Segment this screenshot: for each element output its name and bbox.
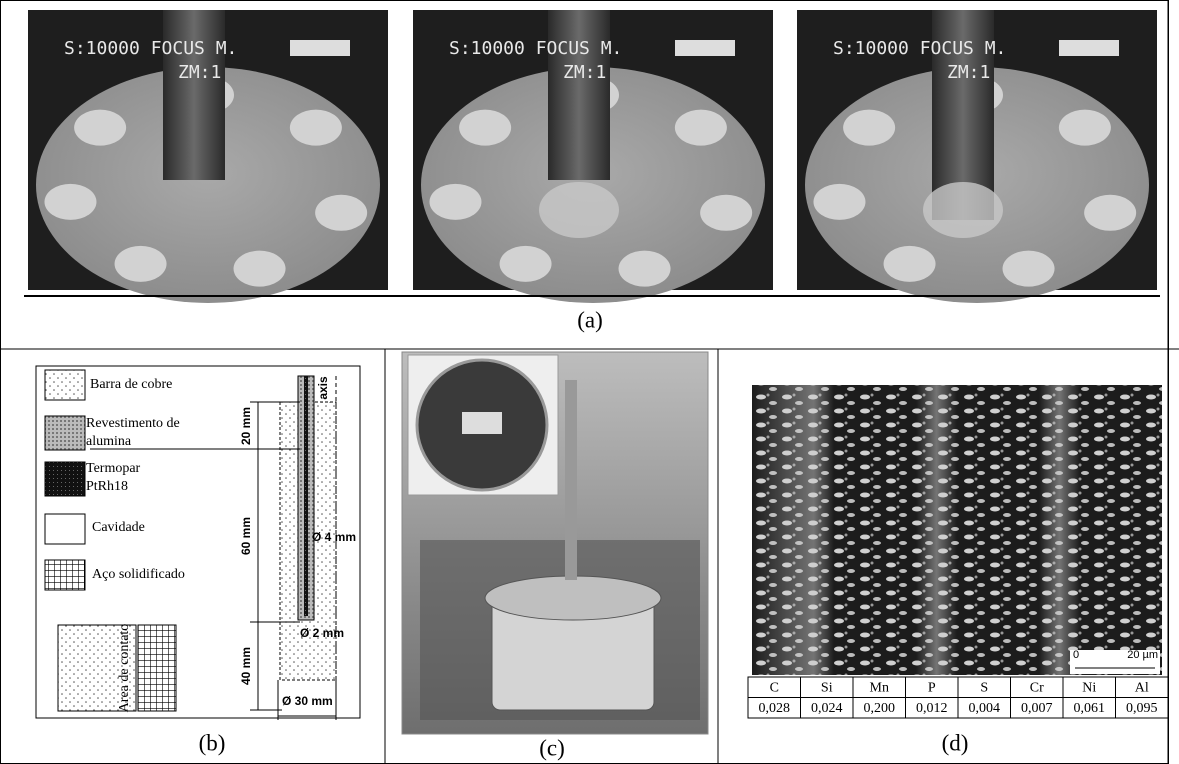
- table-header: Al: [1135, 680, 1149, 695]
- osd-text: ZM:1: [947, 62, 990, 83]
- slag-patch: [74, 110, 126, 146]
- table-value: 0,028: [759, 701, 791, 716]
- panel-label: (a): [577, 307, 603, 332]
- legend-swatch: [45, 416, 85, 450]
- table-header: S: [980, 680, 988, 695]
- legend-label: Aço solidificado: [92, 567, 185, 582]
- legend-label: PtRh18: [86, 479, 128, 494]
- osd-text: S:10000 FOCUS M.: [833, 38, 1006, 59]
- slag-patch: [619, 251, 671, 287]
- table-value: 0,012: [916, 701, 948, 716]
- slag-patch: [500, 246, 552, 282]
- legend-swatch: [45, 462, 85, 496]
- slag-patch: [813, 184, 865, 220]
- legend-swatch: [45, 514, 85, 544]
- dimension-label: Ø 2 mm: [300, 626, 344, 640]
- table-header: Si: [821, 680, 833, 695]
- slag-patch: [315, 195, 367, 231]
- slag-patch: [459, 110, 511, 146]
- slag-patch: [1084, 195, 1136, 231]
- slag-patch: [115, 246, 167, 282]
- legend-swatch: [45, 370, 85, 400]
- legend-label: alumina: [86, 434, 132, 449]
- slag-patch: [1059, 110, 1111, 146]
- melt-zone: [539, 182, 619, 238]
- legend-label: Barra de cobre: [90, 377, 172, 392]
- panel-label: (d): [942, 730, 969, 755]
- slag-patch: [290, 110, 342, 146]
- panel-label: (c): [539, 735, 565, 760]
- osd-arrow: [290, 40, 350, 56]
- table-value: 0,200: [864, 701, 896, 716]
- slag-patch: [700, 195, 752, 231]
- slag-patch: [675, 110, 727, 146]
- furnace-lid: [485, 576, 661, 620]
- micrograph-dendrites: [752, 385, 1162, 675]
- table-value: 0,004: [969, 701, 1001, 716]
- dimension-label: 40 mm: [239, 647, 253, 685]
- scale-label: 0: [1073, 649, 1079, 661]
- table-header: P: [928, 680, 936, 695]
- osd-text: ZM:1: [563, 62, 606, 83]
- table-value: 0,007: [1021, 701, 1053, 716]
- thermocouple: [304, 376, 308, 616]
- composition-table: C Si Mn P S Cr Ni Al 0,028 0,024 0,200 0,012 0,004 0,…: [748, 677, 1168, 718]
- dimension-label: Ø 30 mm: [282, 694, 333, 708]
- slag-patch: [44, 184, 96, 220]
- dimension-label: 20 mm: [239, 407, 253, 445]
- table-value: 0,024: [811, 701, 843, 716]
- contact-steel: [138, 625, 176, 711]
- panel-a: S:10000 FOCUS M. ZM:1 S:10000 FOCUS M. ZM:1…: [28, 10, 1157, 303]
- osd-arrow: [1059, 40, 1119, 56]
- legend-label: Cavidade: [92, 520, 145, 535]
- electrode: [548, 10, 610, 180]
- slag-patch: [843, 110, 895, 146]
- contact-label: Area de contato: [117, 624, 132, 713]
- table-header: Cr: [1030, 680, 1044, 695]
- panel-label: (b): [199, 730, 226, 755]
- legend-label: Revestimento de: [86, 416, 180, 431]
- slag-patch: [1003, 251, 1055, 287]
- table-value: 0,061: [1074, 701, 1106, 716]
- electrode: [163, 10, 225, 180]
- slag-patch: [234, 251, 286, 287]
- osd-text: ZM:1: [178, 62, 221, 83]
- dimension-label: Ø 4 mm: [312, 530, 356, 544]
- axis-label: axis: [316, 376, 330, 400]
- table-value: 0,095: [1126, 701, 1158, 716]
- furnace-column: [565, 380, 577, 580]
- dimension-label: 60 mm: [239, 517, 253, 555]
- legend-swatch: [45, 560, 85, 590]
- table-header: C: [770, 680, 779, 695]
- osd-text: S:10000 FOCUS M.: [449, 38, 622, 59]
- slag-patch: [884, 246, 936, 282]
- table-header: Mn: [870, 680, 889, 695]
- osd-text: S:10000 FOCUS M.: [64, 38, 237, 59]
- table-header: Ni: [1082, 680, 1096, 695]
- legend-label: Termopar: [86, 461, 141, 476]
- figure: S:10000 FOCUS M. ZM:1 S:10000 FOCUS M. ZM:1…: [0, 0, 1179, 764]
- osd-arrow: [675, 40, 735, 56]
- scale-label: 20 µm: [1127, 649, 1158, 661]
- slag-patch: [429, 184, 481, 220]
- inset-sample: [462, 412, 502, 434]
- melt-zone: [923, 182, 1003, 238]
